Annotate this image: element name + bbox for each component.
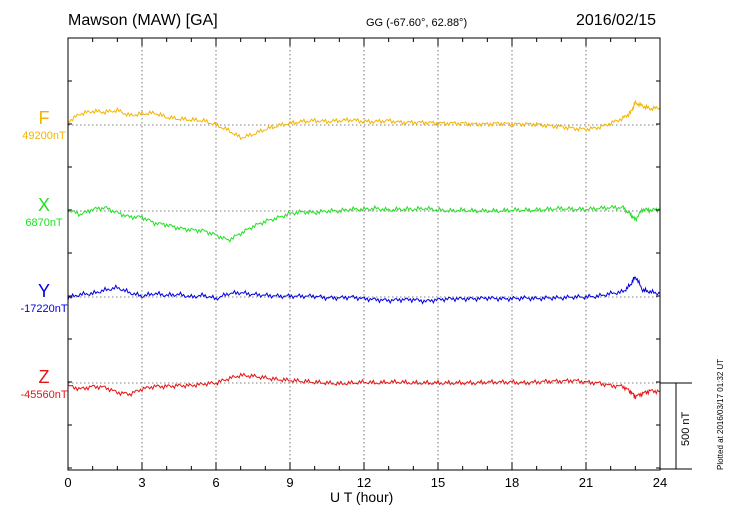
x-tick-label-9: 9 [286,475,293,490]
baseline-label-f: 49200nT [22,130,66,142]
baseline-label-y: -17220nT [20,303,68,315]
chart-date: 2016/02/15 [576,12,657,29]
x-tick-label-18: 18 [505,475,519,490]
component-name-y: Y [37,281,50,301]
x-tick-label-15: 15 [431,475,445,490]
series-line-x [67,204,661,243]
component-name-f: F [38,108,50,128]
series-line-z [67,372,661,400]
component-label-x: X 6870nT [14,195,74,230]
component-label-f: F 49200nT [14,108,74,143]
component-label-z: Z -45560nT [14,367,74,402]
series-line-f [67,99,661,141]
baseline-label-x: 6870nT [25,217,63,229]
grid-lines [141,38,587,470]
x-tick-label-3: 3 [138,475,145,490]
x-tick-label-24: 24 [653,475,667,490]
x-tick-label-12: 12 [357,475,371,490]
component-name-z: Z [38,367,50,387]
plotted-timestamp: Plotted at 2016/03/17 01:32 UT [716,358,725,470]
x-axis-label: U T (hour) [330,489,394,505]
x-tick-label-21: 21 [579,475,593,490]
series-traces [67,99,661,400]
chart-title: Mawson (MAW) [GA] [68,12,218,29]
component-name-x: X [37,195,50,215]
station-coordinates: GG (-67.60°, 62.88°) [366,17,468,29]
series-line-y [67,276,661,305]
scale-bar-label: 500 nT [680,411,692,446]
x-tick-label-0: 0 [64,475,71,490]
x-tick-labels: 0 3 6 9 12 15 18 21 24 [64,475,667,490]
scale-bar [660,382,692,470]
component-label-y: Y -17220nT [14,281,74,316]
x-tick-label-6: 6 [212,475,219,490]
baseline-label-z: -45560nT [20,389,68,401]
